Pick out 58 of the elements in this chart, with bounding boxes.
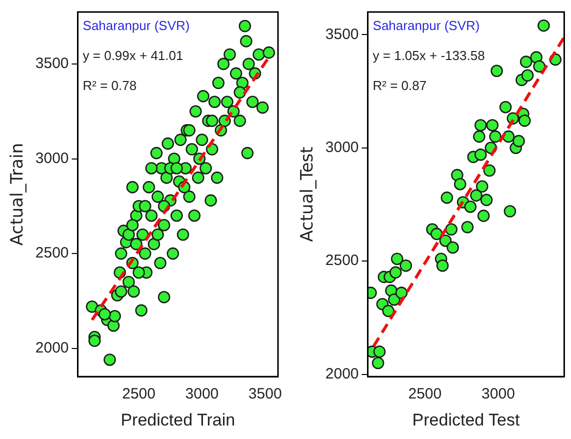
annotation: y = 1.05x + -133.58 (372, 48, 485, 64)
point (373, 346, 386, 358)
point (440, 192, 454, 204)
point (473, 130, 486, 143)
y-tick-label: 3000 (35, 150, 69, 167)
point (445, 223, 458, 236)
point (504, 205, 516, 218)
x-axis-title: Predicted Train (120, 410, 236, 430)
annotation: R² = 0.87 (372, 78, 427, 94)
point (474, 119, 487, 132)
y-axis-title: Actual_Train (8, 143, 28, 246)
point (486, 119, 499, 132)
point (390, 252, 404, 265)
point (477, 210, 490, 222)
point (520, 56, 532, 68)
x-axis-title: Predicted Test (412, 410, 520, 430)
annotation: R² = 0.78 (82, 78, 137, 94)
point (372, 356, 384, 370)
point (499, 100, 512, 114)
annotation: Saharanpur (SVR) (372, 18, 480, 34)
y-tick-label: 2500 (35, 244, 69, 262)
point (464, 200, 477, 213)
point (489, 130, 502, 143)
point (461, 220, 474, 234)
x-tick-label: 3500 (248, 386, 282, 403)
point (436, 259, 449, 272)
x-tick-label: 2500 (122, 386, 156, 403)
point (480, 194, 493, 206)
point (400, 259, 412, 272)
y-tick-label: 3500 (35, 55, 69, 72)
x-tick-label: 3000 (482, 386, 515, 403)
point (483, 164, 496, 177)
point (389, 266, 402, 279)
y-tick-label: 2500 (325, 252, 359, 270)
point (382, 304, 394, 318)
point (430, 228, 443, 240)
annotation: y = 0.99x + 41.01 (82, 48, 184, 64)
y-tick-label: 2000 (35, 339, 69, 356)
point (490, 64, 503, 78)
point (538, 19, 550, 32)
y-tick-label: 3500 (325, 26, 359, 43)
point (518, 114, 531, 127)
point (521, 69, 534, 82)
y-axis-title: Actual_Test (298, 146, 318, 242)
point (446, 241, 459, 254)
x-tick-label: 3000 (185, 386, 219, 403)
point (512, 134, 525, 148)
point (470, 189, 482, 202)
point (476, 180, 488, 193)
point (454, 178, 466, 190)
point (533, 60, 546, 72)
y-tick-label: 2000 (325, 365, 359, 382)
x-tick-label: 2500 (408, 386, 442, 403)
y-tick-label: 3000 (325, 139, 359, 156)
annotation: Saharanpur (SVR) (82, 18, 190, 34)
point (474, 148, 487, 161)
point (395, 286, 408, 299)
point (388, 293, 400, 306)
